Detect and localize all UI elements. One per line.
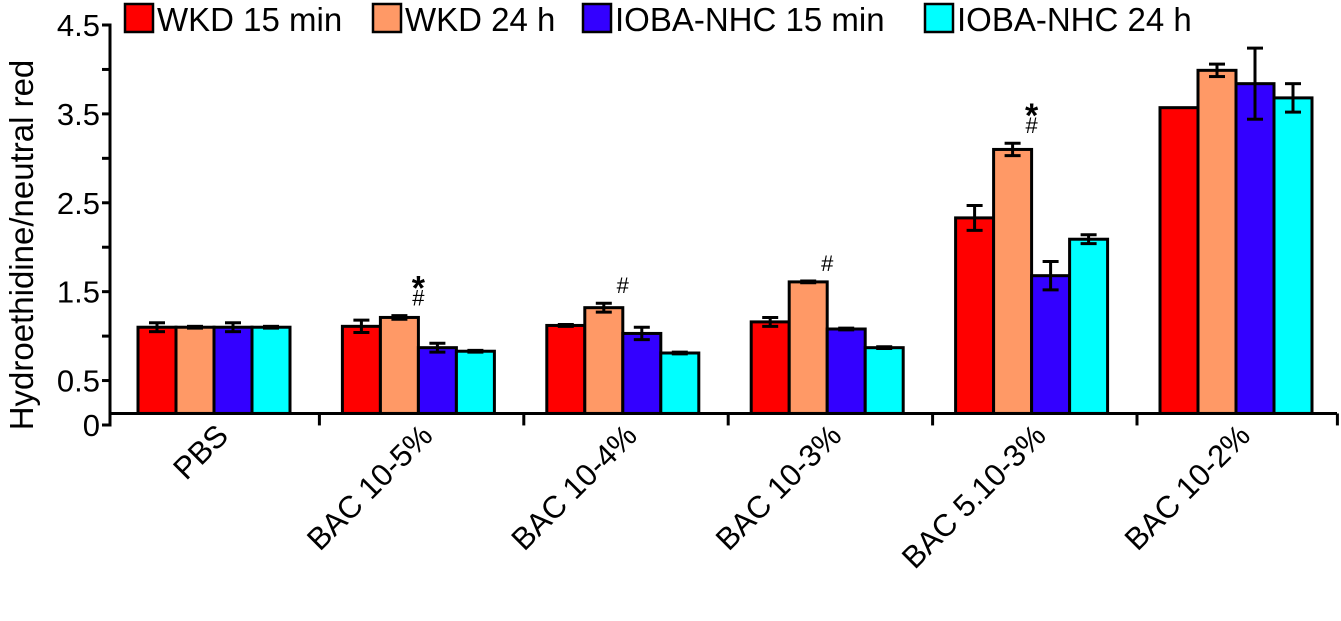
bar — [136, 325, 178, 415]
legend-swatch — [123, 2, 155, 34]
bar — [545, 323, 587, 415]
bar — [1234, 82, 1276, 415]
significance-hash: # — [1025, 113, 1038, 138]
legend-item: IOBA-NHC 15 min — [581, 1, 885, 38]
bar — [1272, 96, 1314, 415]
bar-group — [340, 314, 496, 415]
legend-item: WKD 24 h — [371, 1, 555, 38]
bar — [749, 320, 791, 415]
bar-group — [954, 141, 1110, 415]
bar — [787, 280, 829, 415]
bar-group — [545, 301, 701, 415]
bar — [992, 147, 1034, 415]
legend-item: WKD 15 min — [123, 1, 342, 38]
bar — [659, 351, 701, 415]
bar — [174, 325, 216, 415]
legend-label: IOBA-NHC 15 min — [615, 1, 885, 38]
annotations: #* ###* — [412, 97, 1039, 310]
legend-swatch — [581, 2, 613, 34]
bar — [250, 325, 292, 415]
bar — [954, 216, 996, 415]
legend-label: WKD 24 h — [405, 1, 555, 38]
y-tick-label: 0.5 — [57, 364, 100, 399]
bar-group — [136, 321, 292, 415]
bar — [1030, 274, 1072, 415]
bar — [863, 346, 905, 415]
significance-hash: # — [617, 273, 630, 298]
bar — [340, 324, 382, 415]
x-axis: PBS BAC 10-5% BAC 10-4% BAC 10-3% BAC 5.10-3… — [110, 411, 1339, 576]
bar — [1196, 68, 1238, 415]
bar-group — [1158, 46, 1314, 415]
significance-star: * — [412, 270, 426, 308]
y-tick-label: 2.5 — [57, 186, 100, 221]
bar — [454, 349, 496, 415]
bar — [825, 327, 867, 415]
legend-label: WKD 15 min — [157, 1, 342, 38]
y-tick-label: 4.5 — [57, 8, 100, 43]
legend-item: IOBA-NHC 24 h — [923, 1, 1192, 38]
x-tick-label: BAC 10-4% — [504, 418, 643, 557]
y-tick-label: 3.5 — [57, 97, 100, 132]
significance-hash: # — [821, 251, 834, 276]
bar — [212, 325, 254, 415]
bar — [416, 346, 458, 415]
bar — [1068, 237, 1110, 415]
bar — [583, 306, 625, 415]
bar — [1158, 106, 1200, 415]
legend-label: IOBA-NHC 24 h — [957, 1, 1192, 38]
bar — [378, 315, 420, 415]
x-tick-label: BAC 10-3% — [709, 418, 848, 557]
significance-star: * — [1025, 97, 1039, 135]
y-tick-label: 0 — [83, 408, 100, 443]
bars — [136, 46, 1314, 415]
y-axis-label: Hydroethidine/neutral red — [3, 60, 40, 431]
bar-group — [749, 279, 905, 415]
y-axis: 0 0.5 1.5 2.5 3.5 4.5 — [57, 8, 112, 443]
legend-swatch — [923, 2, 955, 34]
x-tick-label: PBS — [166, 418, 235, 487]
legend-swatch — [371, 2, 403, 34]
y-tick-label: 1.5 — [57, 275, 100, 310]
bar — [621, 331, 663, 415]
legend: WKD 15 min WKD 24 h IOBA-NHC 15 min IOBA-NH… — [123, 1, 1192, 38]
significance-hash: # — [412, 286, 425, 311]
x-tick-label: BAC 10-2% — [1118, 418, 1257, 557]
x-tick-label: BAC 5.10-3% — [895, 418, 1053, 576]
x-tick-label: BAC 10-5% — [300, 418, 439, 557]
